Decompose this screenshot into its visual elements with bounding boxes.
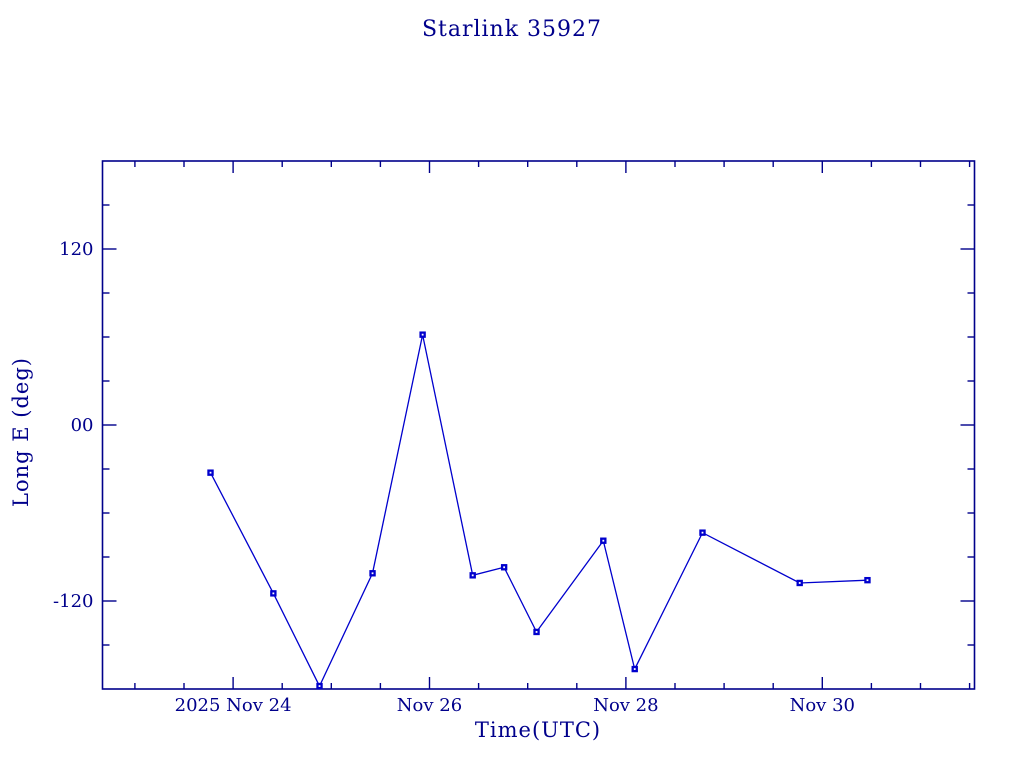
y-tick-label: -120 (53, 591, 93, 612)
x-axis-title: Time(UTC) (474, 718, 602, 742)
data-point-marker-center (471, 574, 474, 577)
data-point-marker-center (535, 631, 538, 633)
data-point-marker-center (272, 592, 275, 595)
data-point-marker-center (318, 685, 321, 687)
data-point-marker-center (209, 471, 212, 474)
y-axis-title: Long E (deg) (9, 357, 33, 507)
data-point-marker-center (701, 531, 704, 534)
plot-frame (101, 160, 976, 690)
data-point-marker-center (633, 668, 636, 670)
x-tick-label: Nov 26 (397, 695, 462, 716)
data-point-marker-center (421, 333, 424, 336)
x-tick-label: Nov 28 (593, 695, 658, 716)
y-tick-label: 120 (59, 239, 93, 260)
y-tick-label: 00 (71, 415, 94, 436)
x-tick-label: 2025 Nov 24 (175, 695, 292, 716)
chart-title: Starlink 35927 (421, 17, 603, 42)
data-point-marker-center (866, 579, 869, 582)
data-point-marker-center (371, 572, 374, 575)
x-tick-label: Nov 30 (790, 695, 855, 716)
data-point-marker-center (602, 539, 605, 542)
data-point-marker-center (503, 566, 506, 569)
data-point-marker-center (798, 582, 801, 584)
